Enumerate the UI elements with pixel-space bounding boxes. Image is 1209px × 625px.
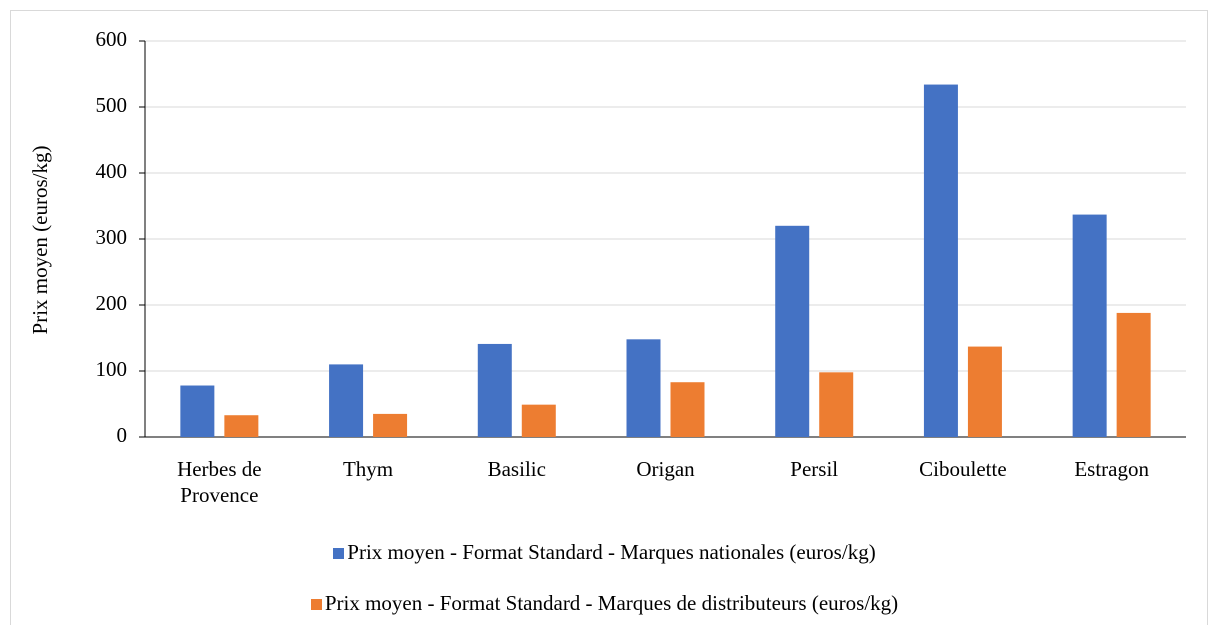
bar [923, 84, 958, 437]
y-tick-label: 0 [117, 423, 128, 447]
bar [1072, 214, 1107, 437]
bar [477, 343, 512, 437]
legend-label: Prix moyen - Format Standard - Marques n… [347, 540, 876, 564]
bar [373, 413, 408, 437]
x-tick-label: Thym [342, 457, 394, 481]
y-tick-label: 300 [96, 225, 128, 249]
y-tick-label: 500 [96, 93, 128, 117]
bar [224, 415, 259, 437]
chart-border [10, 10, 1208, 625]
y-tick-label: 200 [96, 291, 128, 315]
x-tick-label: Basilic [487, 457, 546, 481]
y-tick-label: 600 [96, 27, 128, 51]
bar [670, 382, 705, 437]
x-tick-label: Origan [636, 457, 695, 481]
x-tick-label: Herbes de Provence [177, 457, 262, 507]
bar [967, 346, 1002, 437]
bar [1116, 312, 1151, 437]
bar [626, 339, 661, 437]
bar [329, 364, 364, 437]
y-tick-label: 400 [96, 159, 128, 183]
x-tick-label: Persil [790, 457, 839, 481]
bar [180, 385, 215, 437]
bar [775, 225, 810, 437]
bar [521, 404, 556, 437]
x-tick-label: Ciboulette [919, 457, 1007, 481]
bar [819, 372, 854, 437]
y-tick-label: 100 [96, 357, 128, 381]
legend-entry: Prix moyen - Format Standard - Marques n… [0, 540, 1209, 565]
x-tick-label: Estragon [1074, 457, 1149, 481]
legend-swatch [310, 599, 322, 610]
legend-swatch [333, 548, 345, 559]
y-axis-label: Prix moyen (euros/kg) [28, 146, 52, 335]
legend-entry: Prix moyen - Format Standard - Marques d… [0, 591, 1209, 616]
legend-label: Prix moyen - Format Standard - Marques d… [324, 591, 899, 615]
